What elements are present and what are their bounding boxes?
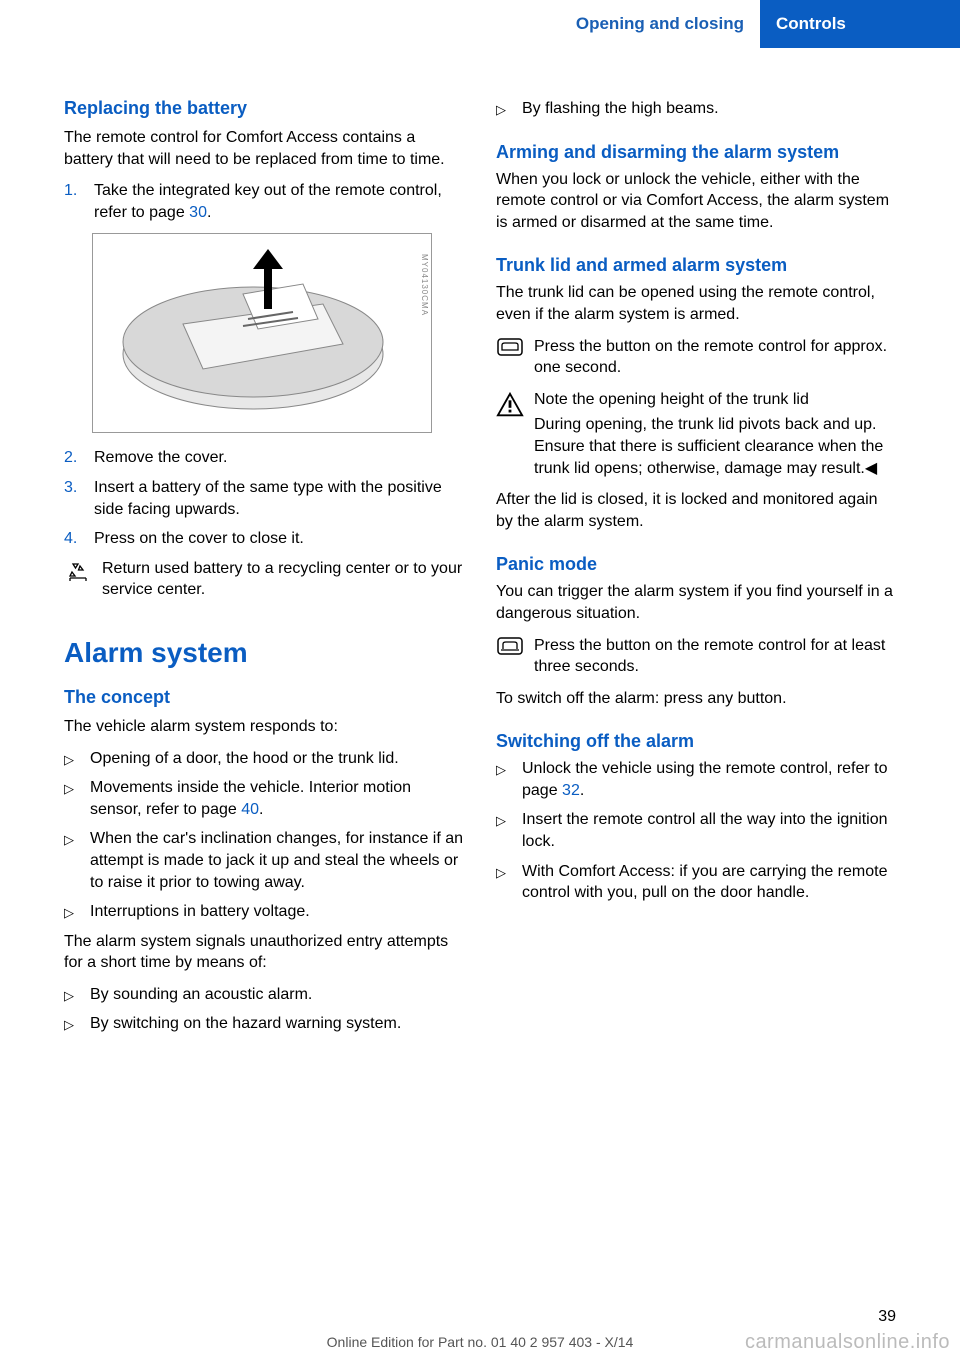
warning-note: Note the opening height of the trunk lid… — [496, 389, 896, 479]
page-header: Opening and closing Controls — [0, 0, 960, 48]
para-panic-3: To switch off the alarm: press any butto… — [496, 688, 896, 710]
step-1: 1. Take the integrated key out of the re… — [64, 180, 464, 223]
recycle-text: Return used battery to a recycling cente… — [102, 558, 464, 601]
bullet-icon: ▷ — [64, 748, 78, 770]
instruction-text: Press the button on the remote control f… — [534, 336, 896, 379]
list-item: ▷ When the car's inclination changes, fo… — [64, 828, 464, 893]
heading-panic: Panic mode — [496, 554, 896, 575]
heading-concept: The concept — [64, 687, 464, 708]
step-number: 3. — [64, 477, 82, 520]
heading-switch-off: Switching off the alarm — [496, 731, 896, 752]
text: . — [259, 801, 263, 818]
heading-alarm-system: Alarm system — [64, 637, 464, 669]
list-text: By switching on the hazard warning sys­t… — [90, 1013, 401, 1035]
heading-replacing-battery: Replacing the battery — [64, 98, 464, 119]
para-trunk-3: After the lid is closed, it is locked an… — [496, 489, 896, 532]
list-text: When the car's inclination changes, for … — [90, 828, 464, 893]
bullet-icon: ▷ — [64, 777, 78, 820]
para-replace-intro: The remote control for Comfort Access co… — [64, 127, 464, 170]
para-signals: The alarm system signals unauthorized en… — [64, 931, 464, 974]
list-item: ▷ Interruptions in battery voltage. — [64, 901, 464, 923]
heading-trunk-lid: Trunk lid and armed alarm system — [496, 255, 896, 276]
list-item: ▷ With Comfort Access: if you are carryi… — [496, 861, 896, 904]
warning-title: Note the opening height of the trunk lid — [534, 389, 896, 411]
step-4: 4. Press on the cover to close it. — [64, 528, 464, 550]
page-link-32[interactable]: 32 — [562, 782, 580, 799]
recycle-note: Return used battery to a recycling cente… — [64, 558, 464, 601]
list-item: ▷ By switching on the hazard warning sys… — [64, 1013, 464, 1035]
warning-icon — [496, 389, 524, 419]
figure-keyfob: MY04130CMA — [92, 233, 432, 433]
recycle-icon — [64, 558, 92, 584]
list-item: ▷ Movements inside the vehicle. Interior… — [64, 777, 464, 820]
left-column: Replacing the battery The remote control… — [64, 98, 464, 1043]
remote-button-instruction: Press the button on the remote control f… — [496, 336, 896, 379]
step-3: 3. Insert a battery of the same type wit… — [64, 477, 464, 520]
bullet-icon: ▷ — [496, 758, 510, 801]
header-chapter: Opening and closing — [0, 0, 760, 48]
step-text: Insert a battery of the same type with t… — [94, 477, 464, 520]
list-item: ▷ By flashing the high beams. — [496, 98, 896, 120]
watermark: carmanualsonline.info — [745, 1331, 950, 1354]
list-text: Movements inside the vehicle. Interior m… — [90, 777, 464, 820]
list-item: ▷ Insert the remote control all the way … — [496, 809, 896, 852]
step-number: 2. — [64, 447, 82, 469]
step-number: 1. — [64, 180, 82, 223]
keyfob-illustration — [93, 234, 432, 433]
page-link-40[interactable]: 40 — [241, 801, 259, 818]
list-text: By flashing the high beams. — [522, 98, 719, 120]
list-text: Insert the remote control all the way in… — [522, 809, 896, 852]
panic-button-instruction: Press the button on the remote control f… — [496, 635, 896, 678]
text: . — [207, 204, 211, 221]
para-arming: When you lock or unlock the vehicle, eit… — [496, 169, 896, 234]
bullet-icon: ▷ — [64, 901, 78, 923]
step-text: Remove the cover. — [94, 447, 227, 469]
bullet-icon: ▷ — [64, 828, 78, 893]
step-number: 4. — [64, 528, 82, 550]
para-trunk-1: The trunk lid can be opened using the re… — [496, 282, 896, 325]
list-item: ▷ Unlock the vehicle using the remote co… — [496, 758, 896, 801]
page-link-30[interactable]: 30 — [189, 204, 207, 221]
right-column: ▷ By flashing the high beams. Arming and… — [496, 98, 896, 1043]
bullet-icon: ▷ — [496, 809, 510, 852]
step-text: Take the integrated key out of the remot… — [94, 180, 464, 223]
list-text: Unlock the vehicle using the remote con­… — [522, 758, 896, 801]
instruction-text: Press the button on the remote control f… — [534, 635, 896, 678]
header-section: Controls — [760, 0, 960, 48]
panic-button-icon — [496, 635, 524, 655]
page-content: Replacing the battery The remote control… — [0, 48, 960, 1043]
para-concept: The vehicle alarm system responds to: — [64, 716, 464, 738]
list-item: ▷ By sounding an acoustic alarm. — [64, 984, 464, 1006]
text: Take the integrated key out of the remot… — [94, 182, 442, 221]
bullet-icon: ▷ — [64, 984, 78, 1006]
trunk-button-icon — [496, 336, 524, 356]
list-text: With Comfort Access: if you are carrying… — [522, 861, 896, 904]
step-text: Press on the cover to close it. — [94, 528, 304, 550]
bullet-icon: ▷ — [496, 98, 510, 120]
list-text: Opening of a door, the hood or the trunk… — [90, 748, 399, 770]
figure-code: MY04130CMA — [420, 254, 429, 316]
text: . — [580, 782, 584, 799]
bullet-icon: ▷ — [496, 861, 510, 904]
list-item: ▷ Opening of a door, the hood or the tru… — [64, 748, 464, 770]
list-text: Interruptions in battery voltage. — [90, 901, 310, 923]
list-text: By sounding an acoustic alarm. — [90, 984, 312, 1006]
para-panic-1: You can trigger the alarm system if you … — [496, 581, 896, 624]
warning-body: During opening, the trunk lid pivots bac… — [534, 416, 883, 476]
heading-arming: Arming and disarming the alarm system — [496, 142, 896, 163]
page-number: 39 — [878, 1308, 896, 1326]
step-2: 2. Remove the cover. — [64, 447, 464, 469]
bullet-icon: ▷ — [64, 1013, 78, 1035]
warning-text: Note the opening height of the trunk lid… — [534, 389, 896, 479]
